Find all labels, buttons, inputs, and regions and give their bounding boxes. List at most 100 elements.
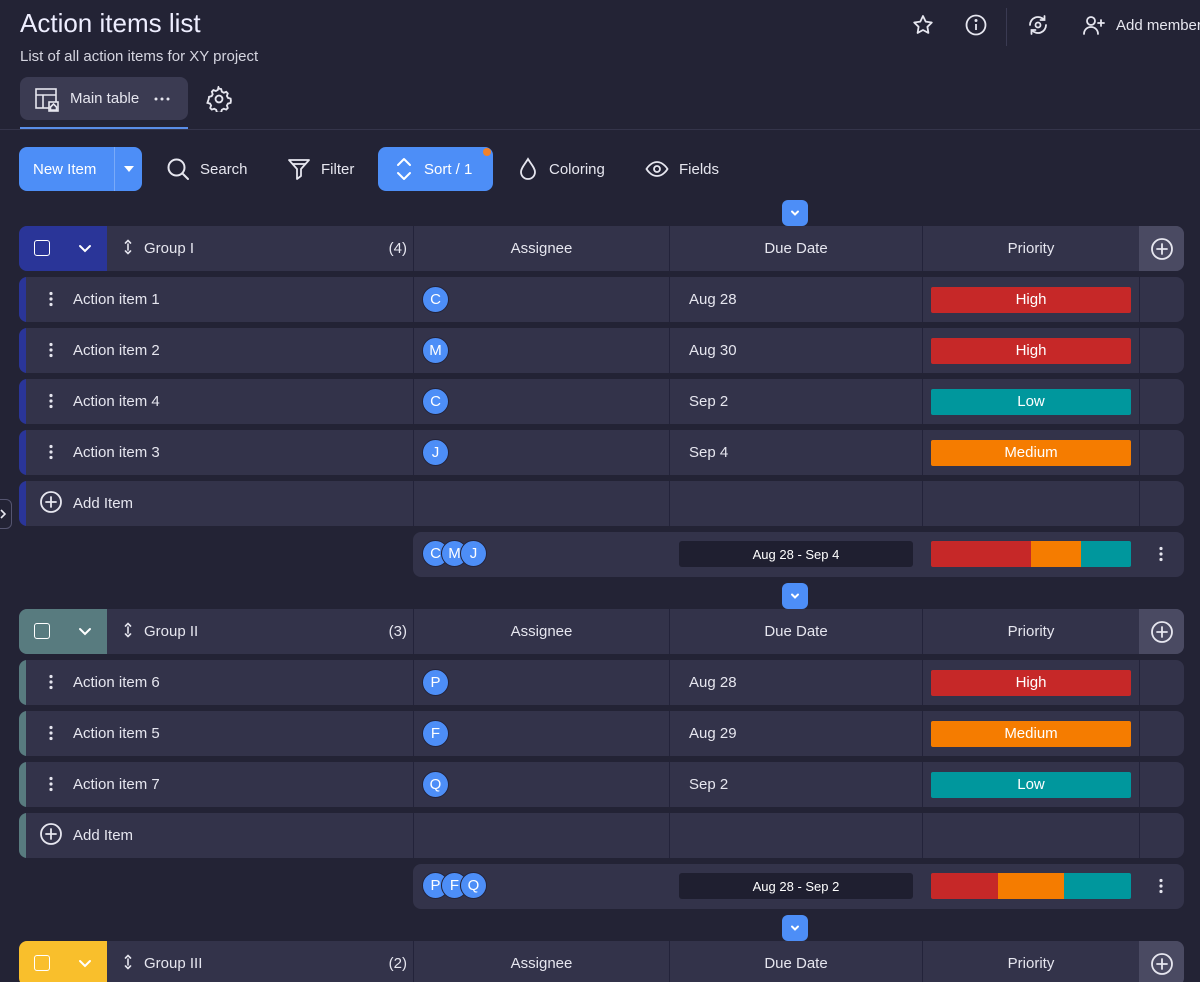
- item-name[interactable]: Action item 7: [73, 776, 160, 793]
- caret-down-icon[interactable]: [114, 147, 142, 191]
- due-date-cell[interactable]: Sep 4: [669, 430, 922, 475]
- assignee-cell[interactable]: Q: [413, 762, 669, 807]
- chevron-down-icon[interactable]: [77, 240, 93, 256]
- avatar[interactable]: C: [422, 286, 449, 313]
- item-name[interactable]: Action item 2: [73, 342, 160, 359]
- more-vertical-icon[interactable]: [43, 776, 59, 792]
- group-checkbox[interactable]: [34, 623, 50, 639]
- more-vertical-icon[interactable]: [1153, 546, 1169, 562]
- column-header-priority[interactable]: Priority: [922, 226, 1139, 271]
- group-name[interactable]: Group II: [124, 609, 198, 654]
- coloring-button[interactable]: Coloring: [517, 147, 605, 191]
- drag-handle-icon[interactable]: [124, 953, 132, 974]
- chevron-down-icon[interactable]: [77, 623, 93, 639]
- group-name[interactable]: Group I: [124, 226, 194, 271]
- date-range-summary[interactable]: Aug 28 - Sep 4: [679, 541, 913, 567]
- add-column-button[interactable]: [1139, 609, 1184, 654]
- priority-badge[interactable]: Medium: [931, 439, 1131, 466]
- gear-icon[interactable]: [206, 86, 232, 112]
- more-vertical-icon[interactable]: [43, 393, 59, 409]
- due-date-cell[interactable]: Sep 2: [669, 379, 922, 424]
- column-header-assignee[interactable]: Assignee: [413, 941, 669, 982]
- priority-cell[interactable]: High: [922, 277, 1139, 322]
- expand-sidebar-handle[interactable]: [0, 499, 12, 529]
- column-header-priority[interactable]: Priority: [922, 609, 1139, 654]
- search-button[interactable]: Search: [166, 147, 248, 191]
- priority-distribution-bar[interactable]: [931, 541, 1131, 567]
- add-member-button[interactable]: Add member: [1082, 12, 1200, 38]
- group-checkbox[interactable]: [34, 955, 50, 971]
- priority-cell[interactable]: Low: [922, 379, 1139, 424]
- avatar[interactable]: J: [422, 439, 449, 466]
- priority-badge[interactable]: High: [931, 337, 1131, 364]
- date-range-summary[interactable]: Aug 28 - Sep 2: [679, 873, 913, 899]
- more-vertical-icon[interactable]: [1153, 878, 1169, 894]
- assignee-cell[interactable]: C: [413, 379, 669, 424]
- drag-handle-icon[interactable]: [124, 238, 132, 259]
- add-item-button[interactable]: Add Item: [39, 481, 133, 526]
- priority-cell[interactable]: Medium: [922, 711, 1139, 756]
- assignee-cell[interactable]: C: [413, 277, 669, 322]
- due-date-cell[interactable]: Aug 30: [669, 328, 922, 373]
- group-name[interactable]: Group III: [124, 941, 202, 982]
- add-column-button[interactable]: [1139, 226, 1184, 271]
- group-checkbox[interactable]: [34, 240, 50, 256]
- item-name[interactable]: Action item 4: [73, 393, 160, 410]
- column-header-assignee[interactable]: Assignee: [413, 226, 669, 271]
- priority-badge[interactable]: Low: [931, 771, 1131, 798]
- avatar[interactable]: P: [422, 669, 449, 696]
- avatar[interactable]: M: [422, 337, 449, 364]
- priority-cell[interactable]: Medium: [922, 430, 1139, 475]
- more-vertical-icon[interactable]: [43, 674, 59, 690]
- fields-button[interactable]: Fields: [645, 147, 719, 191]
- avatar[interactable]: J: [460, 540, 487, 567]
- priority-badge[interactable]: High: [931, 669, 1131, 696]
- due-date-cell[interactable]: Aug 29: [669, 711, 922, 756]
- priority-distribution-bar[interactable]: [931, 873, 1131, 899]
- more-vertical-icon[interactable]: [43, 725, 59, 741]
- avatar[interactable]: Q: [422, 771, 449, 798]
- collapse-group-toggle[interactable]: [782, 200, 808, 226]
- more-vertical-icon[interactable]: [43, 342, 59, 358]
- priority-badge[interactable]: High: [931, 286, 1131, 313]
- item-name[interactable]: Action item 3: [73, 444, 160, 461]
- item-name[interactable]: Action item 6: [73, 674, 160, 691]
- avatar[interactable]: C: [422, 388, 449, 415]
- more-horizontal-icon[interactable]: [153, 90, 171, 108]
- sync-icon[interactable]: [1025, 12, 1051, 38]
- due-date-cell[interactable]: Aug 28: [669, 277, 922, 322]
- add-item-row[interactable]: Add Item: [19, 481, 1184, 526]
- more-vertical-icon[interactable]: [43, 444, 59, 460]
- column-header-priority[interactable]: Priority: [922, 941, 1139, 982]
- column-header-due-date[interactable]: Due Date: [669, 226, 922, 271]
- priority-cell[interactable]: High: [922, 328, 1139, 373]
- tab-main-table[interactable]: Main table: [20, 77, 188, 120]
- column-header-due-date[interactable]: Due Date: [669, 609, 922, 654]
- item-name[interactable]: Action item 5: [73, 725, 160, 742]
- priority-cell[interactable]: Low: [922, 762, 1139, 807]
- priority-badge[interactable]: Low: [931, 388, 1131, 415]
- item-name[interactable]: Action item 1: [73, 291, 160, 308]
- assignee-cell[interactable]: M: [413, 328, 669, 373]
- collapse-group-toggle[interactable]: [782, 915, 808, 941]
- priority-badge[interactable]: Medium: [931, 720, 1131, 747]
- assignee-cell[interactable]: J: [413, 430, 669, 475]
- chevron-down-icon[interactable]: [77, 955, 93, 971]
- drag-handle-icon[interactable]: [124, 621, 132, 642]
- assignee-cell[interactable]: P: [413, 660, 669, 705]
- new-item-button[interactable]: New Item: [19, 147, 142, 191]
- priority-cell[interactable]: High: [922, 660, 1139, 705]
- due-date-cell[interactable]: Sep 2: [669, 762, 922, 807]
- add-item-button[interactable]: Add Item: [39, 813, 133, 858]
- more-vertical-icon[interactable]: [43, 291, 59, 307]
- filter-button[interactable]: Filter: [287, 147, 354, 191]
- add-column-button[interactable]: [1139, 941, 1184, 982]
- add-item-row[interactable]: Add Item: [19, 813, 1184, 858]
- avatar[interactable]: Q: [460, 872, 487, 899]
- info-icon[interactable]: [963, 12, 989, 38]
- column-header-due-date[interactable]: Due Date: [669, 941, 922, 982]
- avatar[interactable]: F: [422, 720, 449, 747]
- collapse-group-toggle[interactable]: [782, 583, 808, 609]
